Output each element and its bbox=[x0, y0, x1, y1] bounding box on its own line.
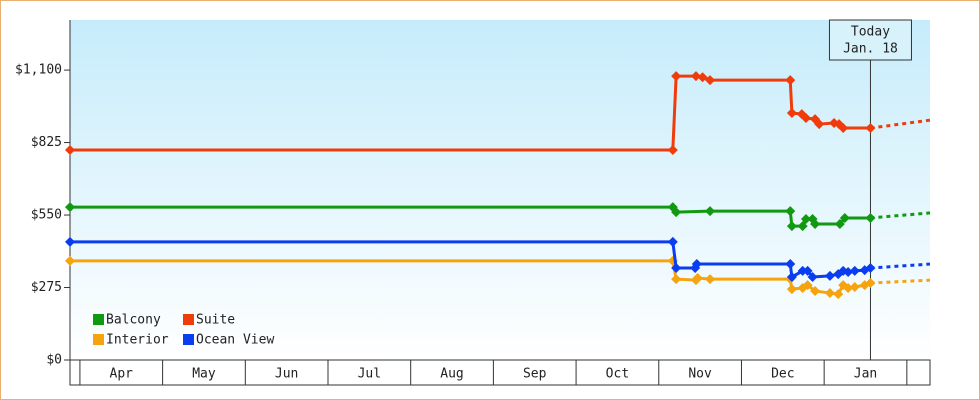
y-tick-label: $550 bbox=[31, 208, 62, 223]
today-box bbox=[828, 19, 912, 61]
price-point bbox=[786, 271, 797, 282]
x-tick-label: Nov bbox=[688, 367, 712, 382]
x-tick-label: May bbox=[192, 367, 216, 382]
price-point bbox=[671, 274, 682, 285]
price-point bbox=[800, 113, 811, 124]
price-point bbox=[65, 202, 75, 213]
price-point bbox=[65, 255, 75, 266]
price-point bbox=[785, 259, 796, 270]
legend-swatch bbox=[93, 314, 104, 325]
forecast-line bbox=[870, 262, 931, 270]
price-point bbox=[807, 271, 818, 282]
legend-label: Suite bbox=[196, 313, 235, 328]
price-point bbox=[824, 270, 835, 281]
legend-label: Balcony bbox=[106, 313, 161, 328]
price-point bbox=[810, 219, 821, 229]
x-tick-label: Jan bbox=[854, 367, 877, 382]
price-point bbox=[65, 236, 75, 247]
price-point bbox=[843, 266, 854, 277]
price-point bbox=[834, 219, 845, 229]
forecast-line bbox=[870, 118, 931, 130]
price-point bbox=[833, 289, 844, 300]
price-point bbox=[843, 283, 854, 294]
price-point bbox=[865, 212, 876, 223]
price-point bbox=[785, 206, 796, 217]
price-point bbox=[865, 123, 876, 134]
x-tick-label: Oct bbox=[606, 367, 629, 382]
price-point bbox=[671, 207, 682, 218]
x-tick-label: Apr bbox=[110, 367, 134, 382]
y-tick-label: $0 bbox=[46, 353, 62, 368]
price-point bbox=[667, 236, 678, 247]
x-tick-label: Jul bbox=[358, 367, 381, 382]
price-point bbox=[800, 213, 811, 224]
price-point bbox=[671, 71, 682, 82]
today-label: Today bbox=[851, 25, 890, 40]
price-point bbox=[838, 123, 849, 134]
legend-label: Ocean View bbox=[196, 333, 274, 348]
price-point bbox=[690, 71, 701, 82]
price-point bbox=[786, 108, 797, 119]
price-point bbox=[802, 265, 813, 276]
forecast-line bbox=[870, 211, 931, 220]
x-tick-label: Aug bbox=[440, 367, 463, 382]
price-point bbox=[797, 221, 808, 232]
price-point bbox=[824, 288, 835, 299]
price-point bbox=[839, 212, 850, 223]
legend-swatch bbox=[183, 314, 194, 325]
x-tick-label: Sep bbox=[523, 367, 547, 382]
legend-swatch bbox=[93, 334, 104, 345]
price-point bbox=[810, 285, 821, 296]
price-point bbox=[865, 278, 876, 289]
price-point bbox=[705, 206, 716, 217]
price-point bbox=[697, 72, 708, 83]
x-tick-label: Jun bbox=[275, 367, 298, 382]
price-point bbox=[671, 263, 682, 274]
price-point bbox=[814, 119, 825, 130]
y-tick-label: $825 bbox=[31, 135, 62, 150]
price-point bbox=[865, 263, 876, 274]
x-axis-band bbox=[69, 359, 931, 386]
price-point bbox=[705, 75, 716, 86]
price-point bbox=[692, 273, 703, 284]
price-point bbox=[786, 284, 797, 295]
price-point bbox=[705, 274, 716, 285]
price-point bbox=[691, 259, 702, 270]
y-tick-label: $1,100 bbox=[15, 63, 62, 78]
today-label: Jan. 18 bbox=[843, 42, 898, 57]
price-point bbox=[802, 280, 813, 291]
legend-swatch bbox=[183, 334, 194, 345]
price-point bbox=[849, 265, 860, 276]
price-point bbox=[785, 75, 796, 86]
x-tick-label: Dec bbox=[771, 367, 794, 382]
legend-label: Interior bbox=[106, 333, 169, 348]
price-point bbox=[849, 281, 860, 292]
forecast-line bbox=[870, 278, 931, 285]
price-point bbox=[65, 144, 75, 155]
price-point bbox=[786, 221, 797, 232]
plot-area bbox=[70, 20, 930, 360]
price-point bbox=[667, 144, 678, 155]
y-tick-label: $275 bbox=[31, 280, 62, 295]
